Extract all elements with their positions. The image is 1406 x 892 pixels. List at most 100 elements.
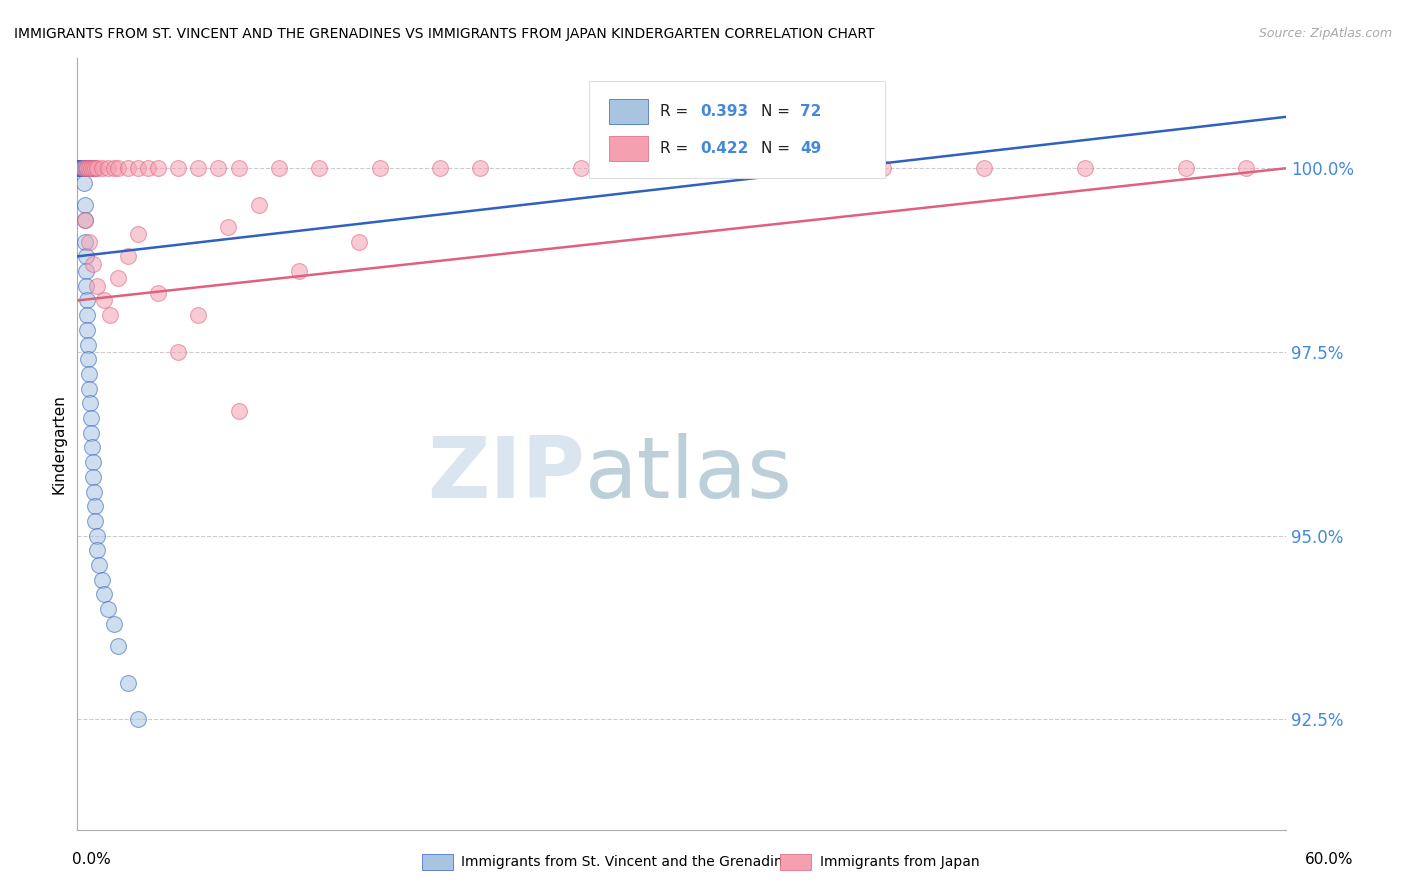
Point [70,161,93,176]
Point [127,227,149,242]
Point [308,161,330,176]
Text: ZIP: ZIP [427,434,585,516]
Point [79,396,101,410]
Point [69,161,91,176]
Text: 49: 49 [800,141,821,156]
Point [1174,161,1197,176]
Point [72,161,94,176]
Text: IMMIGRANTS FROM ST. VINCENT AND THE GRENADINES VS IMMIGRANTS FROM JAPAN KINDERGA: IMMIGRANTS FROM ST. VINCENT AND THE GREN… [14,27,875,41]
Point [70,161,93,176]
Point [973,161,995,176]
Point [73,161,96,176]
Point [429,161,451,176]
Point [76,308,98,322]
Point [75,278,97,293]
Point [70,161,93,176]
Point [83,161,105,176]
Point [82,161,104,176]
Point [76,293,98,308]
Point [671,161,693,176]
Point [72,161,94,176]
Text: 72: 72 [800,103,821,119]
Point [1234,161,1257,176]
Point [107,161,129,176]
Point [83,484,105,499]
Text: 60.0%: 60.0% [1305,852,1353,867]
Point [73,198,96,212]
Text: N =: N = [761,141,794,156]
Point [368,161,391,176]
Point [146,161,169,176]
Point [1074,161,1097,176]
Point [75,249,97,263]
Point [267,161,290,176]
Point [72,161,94,176]
Text: 0.0%: 0.0% [72,852,111,867]
Point [84,500,107,514]
Point [69,161,91,176]
Y-axis label: Kindergarten: Kindergarten [51,394,66,493]
Point [67,161,90,176]
Point [67,161,90,176]
Point [86,278,108,293]
Point [86,543,108,558]
Point [127,161,149,176]
Point [77,337,100,351]
Point [79,161,101,176]
Point [72,161,94,176]
Point [103,161,125,176]
Point [349,235,371,249]
Point [67,161,90,176]
Text: 0.422: 0.422 [700,141,748,156]
Point [98,308,121,322]
Point [84,161,107,176]
Point [75,161,97,176]
Point [146,286,169,301]
Point [86,528,108,542]
Point [228,403,250,417]
Point [67,161,90,176]
Point [872,161,894,176]
Point [470,161,492,176]
Point [75,235,97,249]
Point [77,352,100,367]
Point [69,161,91,176]
Point [73,161,96,176]
Point [89,558,111,572]
Point [76,161,98,176]
Point [73,161,96,176]
Point [772,161,794,176]
Point [69,161,91,176]
Point [75,161,97,176]
Point [69,161,91,176]
Point [67,161,90,176]
Point [80,161,103,176]
Point [117,161,139,176]
Text: Immigrants from St. Vincent and the Grenadines: Immigrants from St. Vincent and the Gren… [461,855,799,869]
Text: R =: R = [661,141,693,156]
Point [80,411,103,425]
Point [117,249,139,263]
Point [75,264,97,278]
Point [69,161,91,176]
Point [90,573,112,587]
Point [136,161,159,176]
Point [73,161,96,176]
Point [93,587,115,601]
Point [76,323,98,337]
Point [67,161,90,176]
Text: 0.393: 0.393 [700,103,748,119]
Point [84,514,107,528]
Text: Source: ZipAtlas.com: Source: ZipAtlas.com [1258,27,1392,40]
Point [67,161,90,176]
Point [82,455,104,469]
Point [80,425,103,440]
Point [72,161,94,176]
Text: Immigrants from Japan: Immigrants from Japan [820,855,980,869]
Point [70,161,93,176]
Text: N =: N = [761,103,794,119]
Point [70,161,93,176]
Point [82,257,104,271]
Point [75,212,97,227]
Point [80,161,103,176]
